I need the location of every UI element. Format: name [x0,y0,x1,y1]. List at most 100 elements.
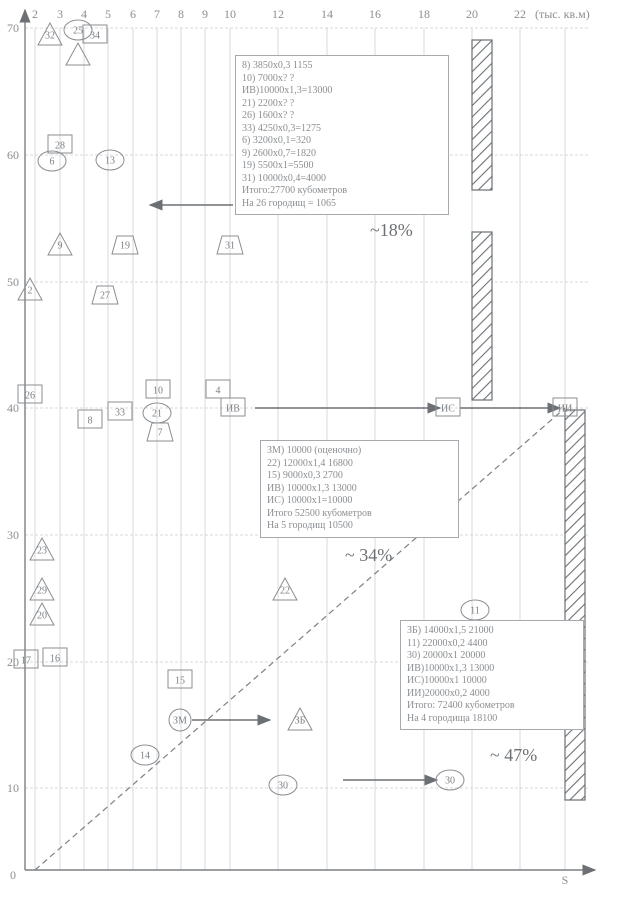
marker-label: 15 [175,675,185,686]
marker-label: 4 [216,385,221,396]
data-marker: 23 [30,538,54,560]
marker-label: 2 [28,285,33,296]
calc-line: ИС) 10000x1=10000 [267,495,452,508]
calc-line: На 26 городищ = 1065 [242,198,442,211]
marker-label: 34 [90,30,100,41]
unit-label: (тыс. кв.м) [535,7,590,21]
x-tick: 12 [272,7,284,21]
calc-box-47: ЗБ) 14000x1,5 2100011) 22000x0,2 440030)… [400,620,584,730]
calc-line: На 4 городища 18100 [407,713,577,726]
marker-label: 30 [445,775,455,786]
data-marker: 6 [38,151,66,171]
marker-label: 7 [158,427,163,438]
data-marker: 30 [436,770,464,790]
calc-line: ИВ)10000x1,3=13000 [242,85,442,98]
calc-line: 6) 3200x0,1=320 [242,135,442,148]
calc-line: 30) 20000x1 20000 [407,650,577,663]
data-marker: ИС [436,398,460,416]
marker-label: ИИ [558,403,572,414]
data-marker: 27 [92,286,118,304]
marker-label: ЗМ [173,715,187,726]
marker-label: ЗБ [295,715,306,726]
hatched-bar [565,410,585,800]
data-marker: 19 [112,236,138,254]
marker-label: 27 [100,290,110,301]
calc-line: 10) 7000x? ? [242,73,442,86]
x-tick: 9 [202,7,208,21]
calc-line: 11) 22000x0,2 4400 [407,638,577,651]
marker-label: 28 [55,140,65,151]
marker-label: 10 [153,385,163,396]
calc-line: Итого: 72400 кубометров [407,700,577,713]
x-tick: 10 [224,7,236,21]
calc-box-18: 8) 3850x0,3 115510) 7000x? ?ИВ)10000x1,3… [235,55,449,215]
marker-label: 13 [105,155,115,166]
marker-label: ИС [441,403,455,414]
marker-label: 6 [50,156,55,167]
data-marker: 20 [30,603,54,625]
data-marker: 32 [38,23,62,45]
x-tick: 2 [32,7,38,21]
calc-box-34: ЗМ) 10000 (оценочно)22) 12000x1,4 168001… [260,440,459,538]
data-marker: 15 [168,670,192,688]
data-marker: 30 [269,775,297,795]
marker-label: 32 [45,30,55,41]
marker-label: 22 [280,585,290,596]
calc-line: ИС)10000x1 10000 [407,675,577,688]
data-marker: 11 [461,600,489,620]
calc-line: ИВ)10000x1,3 13000 [407,663,577,676]
calc-line: 33) 4250x0,3=1275 [242,123,442,136]
x-tick: 7 [154,7,160,21]
hatched-bar [472,40,492,190]
marker-label: 23 [37,545,47,556]
data-marker: 2 [18,278,42,300]
data-marker: 10 [146,380,170,398]
marker-label: 8 [88,415,93,426]
calc-line: 15) 9000x0,3 2700 [267,470,452,483]
calc-line: ЗМ) 10000 (оценочно) [267,445,452,458]
calc-line: ИИ)20000x0,2 4000 [407,688,577,701]
calc-line: 9) 2600x0,7=1820 [242,148,442,161]
x-tick: 5 [105,7,111,21]
x-tick: 20 [466,7,478,21]
data-marker: 13 [96,150,124,170]
data-marker: 33 [108,402,132,420]
calc-line: 26) 1600x? ? [242,110,442,123]
marker-label: 25 [73,25,83,36]
calc-line: 31) 10000x0,4=4000 [242,173,442,186]
data-marker: 25 [64,20,92,40]
origin-label: 0 [10,868,16,882]
calc-line: ИВ) 10000x1,3 13000 [267,483,452,496]
hatched-bar [472,232,492,400]
data-marker: 14 [131,745,159,765]
calc-line: Итого:27700 кубометров [242,185,442,198]
x-tick: 22 [514,7,526,21]
calc-line: 19) 5500x1=5500 [242,160,442,173]
percent-label-18: ~18% [370,220,413,241]
y-tick: 40 [7,401,19,415]
x-tick: 4 [81,7,87,21]
marker-label: 17 [21,655,31,666]
calc-line: На 5 городищ 10500 [267,520,452,533]
y-tick: 10 [7,781,19,795]
data-marker: ЗБ [288,708,312,730]
marker-label: 30 [278,780,288,791]
y-tick: 30 [7,528,19,542]
calc-line: 22) 12000x1,4 16800 [267,458,452,471]
marker-label: 26 [25,390,35,401]
marker-label: 14 [140,750,150,761]
x-tick: 16 [369,7,381,21]
x-tick: 18 [418,7,430,21]
marker-label: 31 [225,240,235,251]
marker-label: 11 [470,605,480,616]
marker-label: 20 [37,610,47,621]
x-tick: 6 [130,7,136,21]
y-tick: 20 [7,655,19,669]
data-marker [66,43,90,65]
percent-label-34: ~ 34% [345,545,392,566]
y-tick: 50 [7,275,19,289]
y-tick: 70 [7,21,19,35]
marker-label: ИВ [226,403,240,414]
marker-label: 33 [115,407,125,418]
marker-label: 19 [120,240,130,251]
